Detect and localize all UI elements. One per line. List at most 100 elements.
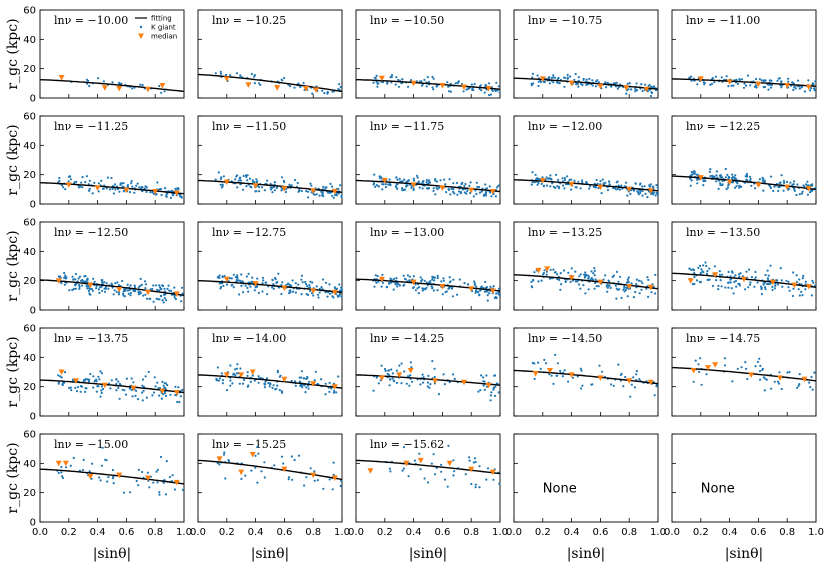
fitting-line (197, 280, 343, 294)
y-tick-label: 20 (23, 64, 36, 75)
k-giant-point (776, 380, 780, 383)
panel-frame (39, 433, 185, 523)
k-giant-point (311, 281, 314, 284)
median-marker (73, 378, 79, 384)
k-giant-point (699, 271, 702, 275)
k-giant-point (235, 278, 238, 282)
k-giant-point (165, 460, 168, 463)
k-giant-point (646, 276, 649, 279)
panel-frame (197, 9, 343, 99)
k-giant-point (464, 473, 467, 476)
median-marker (597, 184, 604, 191)
k-giant-point (412, 275, 415, 278)
k-giant-point (129, 491, 132, 494)
k-giant-point (793, 85, 796, 88)
x-tick-label: 0.2 (377, 527, 393, 538)
k-giant-point (728, 176, 731, 179)
k-giant-point (709, 175, 712, 178)
k-giant-point (570, 178, 573, 181)
k-giant-point (743, 82, 746, 85)
k-giant-point (615, 297, 618, 300)
median-marker (801, 376, 808, 383)
k-giant-point (80, 181, 83, 184)
k-giant-point (216, 462, 219, 465)
k-giant-point (96, 385, 99, 388)
k-giant-point (718, 270, 721, 273)
median-marker (62, 460, 69, 467)
k-giant-point (427, 481, 430, 484)
k-giant-point (796, 386, 799, 389)
k-giant-point (88, 179, 91, 182)
k-giant-point (153, 376, 156, 379)
k-giant-point (392, 277, 396, 280)
panel-label: lnν = −14.50 (528, 332, 602, 345)
k-giant-point (322, 487, 325, 490)
k-giant-point (559, 369, 562, 372)
k-giant-point (492, 478, 495, 481)
k-giant-point (89, 372, 92, 376)
x-tick-label: 0.6 (276, 527, 292, 538)
k-giant-point (452, 474, 455, 477)
k-giant-point (250, 280, 254, 284)
k-giant-point (307, 387, 310, 390)
k-giant-point (699, 264, 702, 268)
median-marker (468, 286, 475, 292)
k-giant-point (704, 261, 707, 264)
k-giant-point (802, 274, 805, 277)
k-giant-point (656, 192, 659, 195)
k-giant-point (588, 77, 591, 80)
k-giant-point (124, 393, 128, 396)
k-giant-point (719, 174, 723, 177)
k-giant-point (693, 275, 696, 279)
k-giant-point (447, 444, 450, 447)
k-giant-point (173, 296, 176, 299)
k-giant-point (549, 185, 552, 188)
k-giant-point (374, 77, 377, 80)
panel-frame (671, 433, 817, 523)
k-giant-point (630, 383, 633, 386)
k-giant-point (317, 296, 320, 299)
k-giant-point (762, 181, 765, 184)
x-axis-label: |sinθ| (725, 546, 764, 562)
k-giant-point (101, 281, 104, 284)
k-giant-point (309, 467, 312, 470)
y-axis-label: r_gc (kpc) (5, 124, 21, 195)
k-giant-point (416, 176, 419, 179)
k-giant-point (435, 180, 439, 183)
k-giant-point (634, 182, 637, 185)
k-giant-point (222, 284, 225, 287)
k-giant-point (464, 182, 467, 186)
k-giant-point (245, 275, 248, 278)
k-giant-point (313, 193, 316, 196)
k-giant-point (552, 382, 555, 385)
k-giant-point (412, 286, 415, 290)
median-marker (223, 276, 230, 283)
k-giant-point (497, 85, 500, 88)
k-giant-point (263, 476, 266, 479)
median-marker (597, 375, 604, 381)
k-giant-point (632, 376, 635, 379)
k-giant-point (328, 292, 331, 295)
k-giant-point (429, 383, 432, 386)
k-giant-point (754, 187, 757, 190)
k-giant-point (690, 268, 693, 271)
k-giant-point (237, 279, 240, 282)
fitting-line (197, 179, 343, 193)
k-giant-point (218, 276, 221, 280)
k-giant-point (293, 458, 296, 462)
panel-frame (197, 433, 343, 523)
k-giant-point (436, 84, 439, 87)
k-giant-point (433, 375, 436, 379)
panel-label: lnν = −11.50 (212, 120, 286, 133)
median-marker (544, 266, 551, 272)
k-giant-point (480, 286, 483, 289)
k-giant-point (648, 88, 652, 91)
k-giant-point (99, 479, 102, 482)
k-giant-point (142, 294, 145, 297)
k-giant-point (263, 461, 266, 464)
k-giant-point (61, 383, 64, 387)
k-giant-point (436, 188, 439, 191)
k-giant-point (130, 180, 133, 183)
k-giant-point (262, 279, 265, 282)
